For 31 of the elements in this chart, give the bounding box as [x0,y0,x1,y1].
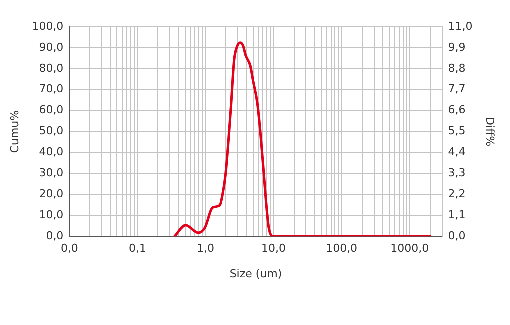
x-tick-label: 10,0 [262,242,286,256]
y2-tick-label: 8,8 [448,62,466,75]
y-tick-label: 10,0 [39,208,64,222]
y-axis-title: Cumu% [8,110,22,154]
x-tick-label: 0,0 [60,242,78,256]
x-tick-label: 1,0 [197,242,215,256]
y2-tick-label: 0,0 [448,229,466,242]
y2-tick-label: 3,3 [448,166,466,180]
y-tick-label: 20,0 [39,188,64,201]
y2-tick-label: 9,9 [448,40,466,54]
y-tick-label: 100,0 [32,20,64,33]
y-tick-label: 50,0 [39,124,64,138]
y-tick-label: 90,0 [39,40,64,54]
y2-tick-label: 11,0 [448,20,473,33]
y-tick-label: 80,0 [39,62,64,75]
y-tick-label: 70,0 [39,82,64,96]
y-tick-label: 60,0 [39,104,64,117]
x-axis-title: Size (um) [230,267,282,280]
y-tick-label: 40,0 [39,146,64,159]
y-tick-label: 30,0 [39,166,64,180]
y2-tick-label: 6,6 [448,104,466,117]
y-tick-label: 0,0 [46,229,64,242]
y2-tick-label: 2,2 [448,188,466,201]
x-tick-label: 1000,0 [390,242,430,256]
x-tick-label: 0,1 [128,242,146,256]
y2-axis-title: Diff% [484,117,497,147]
x-tick-label: 100,0 [326,242,358,256]
y2-tick-label: 7,7 [448,82,466,96]
y2-tick-label: 1,1 [448,208,466,222]
y2-tick-label: 4,4 [448,146,466,159]
y2-tick-label: 5,5 [448,124,466,138]
